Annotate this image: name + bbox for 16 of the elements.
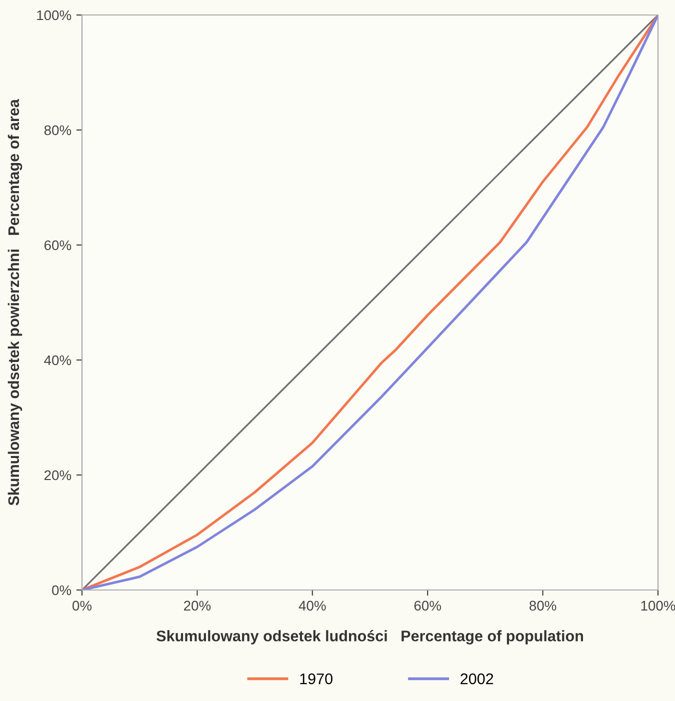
- legend-label: 2002: [460, 673, 494, 684]
- y-tick-label: 0%: [52, 585, 72, 596]
- y-axis-title: Skumulowany odsetek powierzchni Percentage of area: [8, 99, 22, 506]
- y-tick-label: 40%: [44, 355, 72, 366]
- y-tick-label: 20%: [44, 470, 72, 480]
- y-tick-label: 100%: [37, 10, 72, 20]
- x-tick-label: 100%: [641, 600, 675, 611]
- x-tick-label: 60%: [414, 600, 442, 611]
- y-tick-label: 80%: [44, 125, 72, 136]
- x-tick-label: 20%: [184, 600, 211, 611]
- x-tick-label: 40%: [298, 600, 326, 611]
- legend-label: 1970: [300, 673, 332, 684]
- x-tick-label: 80%: [530, 600, 556, 611]
- y-tick-label: 60%: [44, 240, 72, 250]
- x-axis-title: Skumulowany odsetek ludności Percentage of population: [156, 630, 583, 644]
- x-tick-label: 0%: [72, 600, 92, 611]
